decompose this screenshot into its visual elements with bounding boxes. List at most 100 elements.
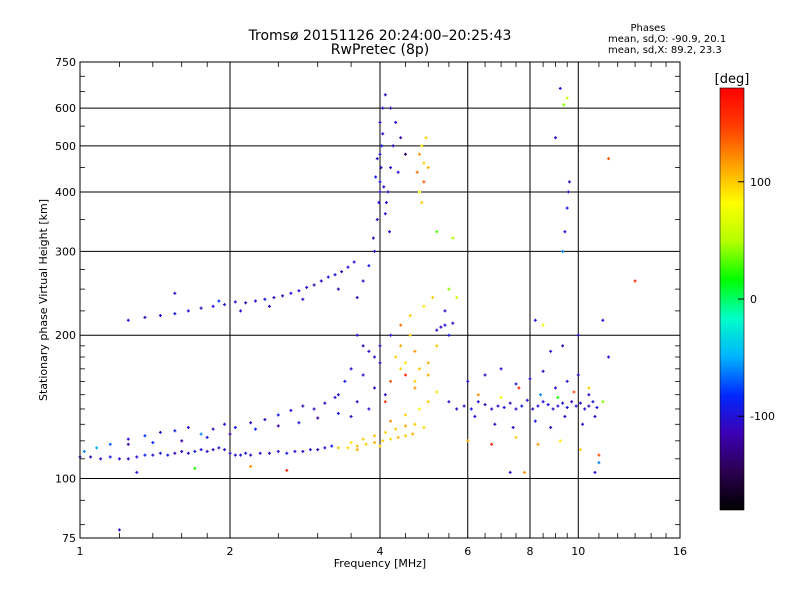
- data-point: [381, 106, 385, 110]
- data-point: [591, 400, 595, 404]
- data-point: [389, 437, 393, 441]
- data-point: [417, 190, 421, 194]
- colorbar-ticks: 100 0 -100: [738, 176, 775, 423]
- data-point: [493, 422, 497, 426]
- data-point: [380, 144, 384, 148]
- data-point: [561, 249, 565, 253]
- data-point: [447, 287, 451, 291]
- data-point: [391, 144, 395, 148]
- data-point: [466, 379, 470, 383]
- data-point: [316, 416, 320, 420]
- data-point: [117, 528, 121, 532]
- x-axis-ticks: 1 2 4 6 8 10 16: [77, 62, 687, 558]
- data-point: [333, 395, 337, 399]
- data-point: [367, 264, 371, 268]
- data-point: [541, 369, 545, 373]
- data-point: [373, 434, 377, 438]
- data-point: [558, 86, 562, 90]
- y-tick-label: 100: [55, 473, 76, 486]
- data-point: [422, 304, 426, 308]
- data-point: [517, 386, 521, 390]
- data-point: [166, 453, 170, 457]
- data-point: [343, 379, 347, 383]
- data-point: [514, 382, 518, 386]
- data-point: [523, 470, 527, 474]
- data-point: [443, 323, 447, 327]
- data-point: [572, 390, 576, 394]
- data-point: [336, 411, 340, 415]
- data-point: [263, 418, 267, 422]
- data-point: [396, 435, 400, 439]
- data-point: [233, 425, 237, 429]
- data-point: [355, 448, 359, 452]
- data-point: [263, 297, 267, 301]
- data-point: [253, 427, 257, 431]
- data-point: [285, 451, 289, 455]
- grid-lines: [80, 62, 680, 538]
- data-point: [323, 401, 327, 405]
- data-point: [394, 120, 398, 124]
- data-point: [173, 312, 177, 316]
- x-tick-label: 1: [77, 545, 84, 558]
- x-tick-label: 10: [571, 545, 585, 558]
- data-point: [476, 400, 480, 404]
- data-point: [435, 328, 439, 332]
- data-point: [173, 451, 177, 455]
- data-point: [367, 349, 371, 353]
- data-point: [462, 404, 466, 408]
- data-point: [126, 318, 130, 322]
- data-point: [301, 449, 305, 453]
- data-point: [553, 136, 557, 140]
- data-point: [301, 297, 305, 301]
- data-point: [563, 414, 567, 418]
- data-point: [355, 333, 359, 337]
- data-point: [508, 470, 512, 474]
- legend-title: Phases: [630, 23, 665, 34]
- data-point: [549, 349, 553, 353]
- data-point: [199, 432, 203, 436]
- data-point: [305, 285, 309, 289]
- y-tick-label: 75: [62, 532, 76, 545]
- data-point: [211, 448, 215, 452]
- data-point: [316, 448, 320, 452]
- data-point: [565, 379, 569, 383]
- data-point: [561, 401, 565, 405]
- data-point: [558, 439, 562, 443]
- data-point: [403, 152, 407, 156]
- data-point: [422, 425, 426, 429]
- data-point: [451, 236, 455, 240]
- data-point: [193, 466, 197, 470]
- data-point: [556, 395, 560, 399]
- data-point: [378, 361, 382, 365]
- data-point: [384, 201, 388, 205]
- data-point: [289, 291, 293, 295]
- data-point: [435, 390, 439, 394]
- data-point: [413, 386, 417, 390]
- data-point: [565, 96, 569, 100]
- y-tick-label: 300: [55, 245, 76, 258]
- colorbar-label: [deg]: [715, 72, 750, 87]
- data-point: [223, 303, 227, 307]
- data-point: [373, 386, 377, 390]
- data-point: [403, 361, 407, 365]
- data-point: [587, 393, 591, 397]
- data-point: [281, 294, 285, 298]
- data-point: [435, 230, 439, 234]
- data-point: [99, 457, 103, 461]
- data-point: [349, 441, 353, 445]
- data-point: [89, 455, 93, 459]
- data-point: [383, 212, 387, 216]
- data-point: [422, 180, 426, 184]
- data-point: [413, 422, 417, 426]
- data-point: [417, 407, 421, 411]
- data-point: [403, 434, 407, 438]
- data-point: [411, 432, 415, 436]
- data-point: [383, 430, 387, 434]
- data-point: [556, 404, 560, 408]
- data-point: [333, 273, 337, 277]
- legend-line-x: mean, sd,X: 89.2, 23.3: [608, 45, 722, 56]
- data-point: [267, 304, 271, 308]
- data-point: [340, 270, 344, 274]
- data-point: [126, 457, 130, 461]
